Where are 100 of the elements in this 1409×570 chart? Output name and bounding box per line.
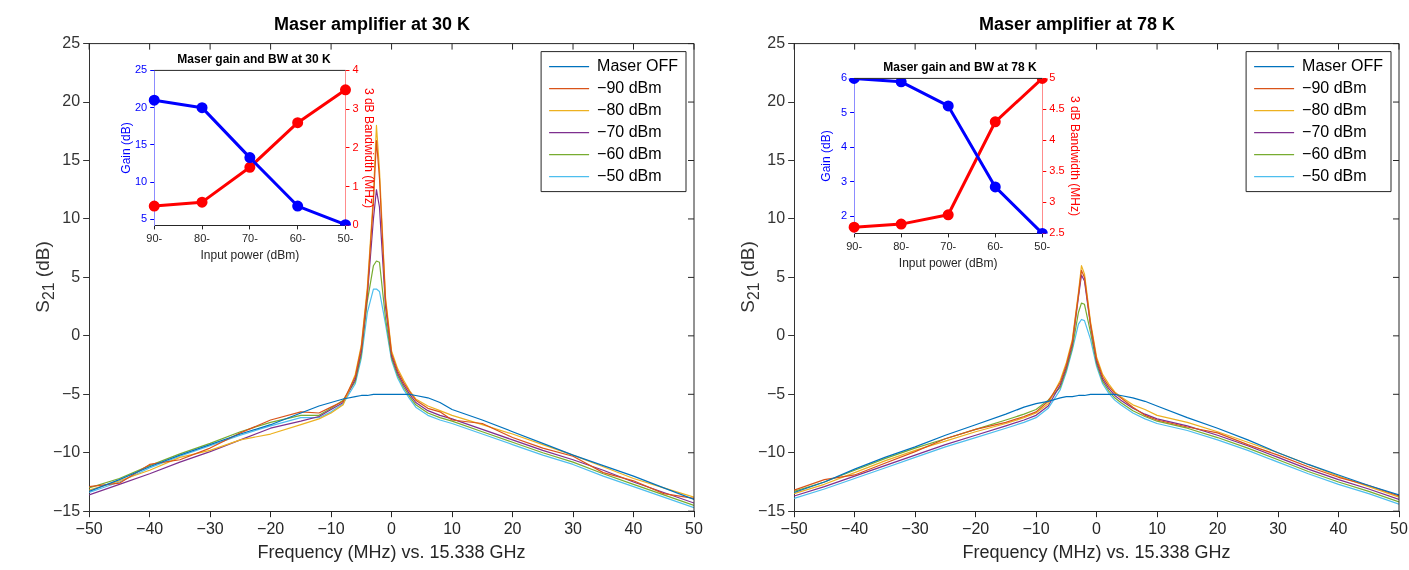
x-tick-label: 40 [624,520,643,538]
y-tick-label: 5 [776,267,786,285]
y-tick-label: 25 [767,34,786,52]
y2-tick-label: 3 [1049,195,1056,208]
legend-label: Maser OFF [597,57,679,75]
point [989,181,1001,193]
y2-tick-label: 2 [352,140,359,153]
point [895,218,907,230]
x-tick-label: 0 [387,520,397,538]
x-tick-label: 50 [685,520,703,538]
chart-title: Maser amplifier at 78 K [978,13,1176,34]
y-tick-label: −5 [61,384,81,402]
y2-tick-label: 2.5 [1049,226,1065,239]
x-axis-title: Input power (dBm) [898,256,998,271]
x-tick-label: −40 [841,520,869,538]
legend-label: −50 dBm [1302,167,1367,185]
y-tick-label: 5 [141,212,148,225]
y2-tick-label: 1 [352,179,359,192]
x-tick-label: 60- [289,232,306,245]
y-tick-label: 0 [776,326,786,344]
y-tick-label: 2 [840,209,848,222]
x-tick-label: 30 [1269,520,1288,538]
y2-tick-label: 5 [1049,71,1056,84]
y2-tick-label: 4.5 [1049,102,1065,115]
x-tick-label: −50 [75,520,103,538]
x-tick-label: 20 [1208,520,1227,538]
chart-title: Maser gain and BW at 78 K [883,59,1038,74]
x-tick-label: 80- [893,240,910,253]
y2-tick-label: 3.5 [1049,164,1065,177]
point [244,161,256,173]
y-tick-label: 5 [71,267,81,285]
point [895,78,907,88]
y-tick-label: 20 [134,100,148,113]
y-tick-label: −5 [766,384,786,402]
x-tick-label: −50 [780,520,808,538]
y-tick-label: −15 [53,501,81,519]
legend-label: −80 dBm [597,101,662,119]
x-tick-label: 70- [241,232,259,245]
point [989,116,1001,128]
x-axis-title: Frequency (MHz) vs. 15.338 GHz [257,542,526,563]
y-tick-label: 20 [62,92,81,110]
x-tick-label: 10 [1148,520,1167,538]
point [148,94,160,106]
y-tick-label: 25 [134,63,148,76]
y-tick-label: 10 [134,175,148,188]
x-tick-label: 60- [987,240,1004,253]
y-tick-label: 5 [840,105,848,118]
y-tick-label: −10 [758,443,786,461]
x-tick-label: 80- [194,232,211,245]
chart-title: Maser amplifier at 30 K [273,13,471,34]
x-tick-label: 90- [146,232,163,245]
x-tick-label: −20 [962,520,990,538]
y-tick-label: 6 [840,71,848,84]
y-tick-label: 15 [767,150,786,168]
point [196,196,208,208]
y2-axis-title: 3 dB Bandwidth (MHz) [1068,95,1083,216]
legend-label: −90 dBm [597,79,662,97]
legend-label: −80 dBm [1302,101,1367,119]
point [292,200,304,212]
y2-tick-label: 3 [352,102,359,115]
x-tick-label: 50- [337,232,354,245]
y-tick-label: 10 [767,209,786,227]
point [148,200,160,212]
y2-tick-label: 4 [352,63,359,76]
point [244,152,256,164]
y-axis-title: Gain (dB) [819,130,834,182]
y2-tick-label: 4 [1049,133,1056,146]
y-tick-label: 3 [840,174,848,187]
chart-title: Maser gain and BW at 30 K [177,51,332,66]
y2-axis-title: 3 dB Bandwidth (MHz) [362,87,377,208]
x-axis-title: Frequency (MHz) vs. 15.338 GHz [962,542,1231,563]
x-tick-label: 50 [1390,520,1408,538]
point [196,102,208,114]
y2-tick-label: 0 [352,218,359,231]
x-axis-title: Input power (dBm) [200,248,300,263]
legend-label: −90 dBm [1302,79,1367,97]
y-axis-title: Gain (dB) [119,122,134,174]
x-tick-label: 70- [940,240,957,253]
y-tick-label: 15 [62,150,81,168]
x-tick-label: 20 [503,520,522,538]
x-tick-label: −10 [1022,520,1050,538]
x-tick-label: 40 [1329,520,1348,538]
point [848,221,860,233]
x-tick-label: 10 [443,520,462,538]
point [339,84,351,96]
y-tick-label: 10 [62,209,81,227]
y-tick-label: 0 [71,326,81,344]
x-tick-label: 0 [1092,520,1102,538]
y-tick-label: −10 [53,443,81,461]
y-tick-label: 20 [767,92,786,110]
point [942,100,954,112]
x-tick-label: 90- [846,240,863,253]
legend-label: −70 dBm [1302,123,1367,141]
point [292,117,304,129]
y-tick-label: −15 [758,501,786,519]
point [942,209,954,221]
y-tick-label: 15 [134,137,148,150]
x-tick-label: −30 [901,520,929,538]
legend-label: −60 dBm [597,145,662,163]
y-tick-label: 25 [62,34,81,52]
